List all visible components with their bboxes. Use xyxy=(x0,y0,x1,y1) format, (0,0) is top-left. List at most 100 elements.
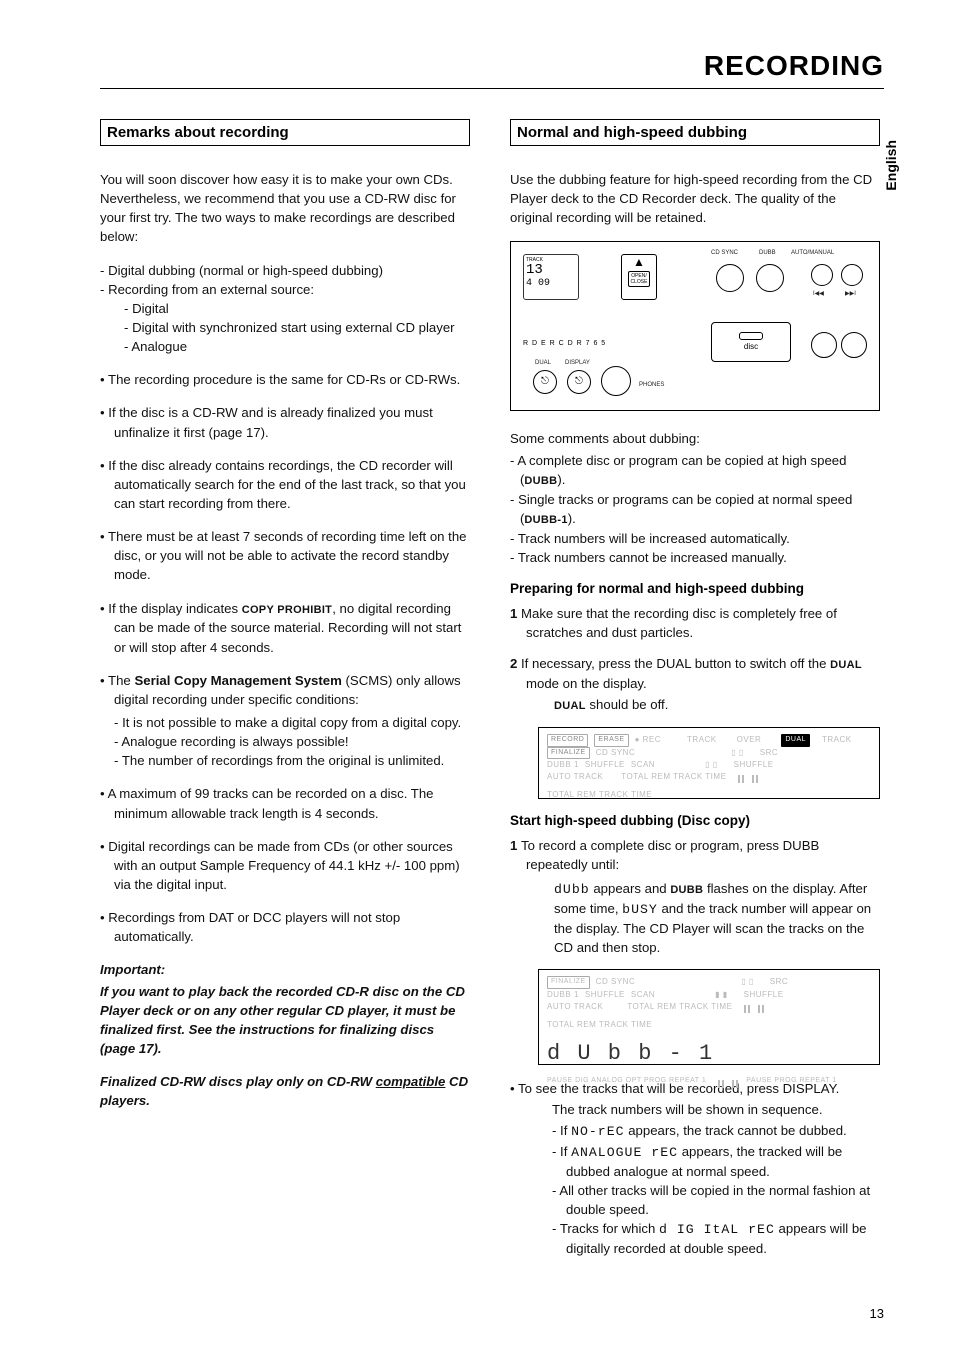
knob-display: ⎋ xyxy=(567,370,591,394)
l2-autotrack: AUTO TRACK xyxy=(547,1001,603,1013)
l1-shuffle: SHUFFLE xyxy=(585,759,625,771)
c3: Track numbers will be increased automati… xyxy=(510,529,880,548)
bul-existing: If the disc already contains recordings,… xyxy=(100,456,470,513)
lbl-prev: I◀◀ xyxy=(813,290,824,297)
scms-1: It is not possible to make a digital cop… xyxy=(114,713,470,732)
disp-seq: The track numbers will be shown in seque… xyxy=(552,1100,880,1119)
l1-totals-r: TOTAL REM TRACK TIME xyxy=(547,789,652,801)
step1-text: Make sure that the recording disc is com… xyxy=(521,606,837,640)
l2-bottom-r: PAUSE PROG REPEAT 1 xyxy=(746,1076,836,1088)
l1-track-r: TRACK xyxy=(822,734,852,747)
step2-b: mode on the display. xyxy=(526,676,647,691)
external-sublist: Digital Digital with synchronized start … xyxy=(124,299,470,356)
scms-pre: The xyxy=(108,673,134,688)
left-bullet-list: The recording procedure is the same for … xyxy=(100,370,470,946)
knob-r1 xyxy=(811,332,837,358)
start-steps: 1 To record a complete disc or program, … xyxy=(510,836,880,957)
ext-digital: Digital xyxy=(124,299,470,318)
l1-shuffle-r: SHUFFLE xyxy=(734,759,774,771)
way-digital-dubbing: Digital dubbing (normal or high-speed du… xyxy=(100,261,470,280)
bul-99tracks: A maximum of 99 tracks can be recorded o… xyxy=(100,784,470,822)
c2-post: ). xyxy=(568,511,576,526)
bul-7sec: There must be at least 7 seconds of reco… xyxy=(100,527,470,584)
step2-a: If necessary, press the DUAL button to s… xyxy=(521,656,830,671)
important-label: Important: xyxy=(100,960,470,979)
lcd-panel-2: FINALIZE CD SYNC ▯ ▯ SRC DUBB 1 SHUFFLE … xyxy=(538,969,880,1065)
device-tray-button: ▲ OPEN/CLOSE xyxy=(621,254,657,300)
bul-unfinalize: If the disc is a CD-RW and is already fi… xyxy=(100,403,470,441)
open-close-label: OPEN/CLOSE xyxy=(628,271,651,287)
step-2: 2 If necessary, press the DUAL button to… xyxy=(510,654,880,715)
s1-body: dUbb appears and DUBB flashes on the dis… xyxy=(554,879,880,958)
l1-autotrack: AUTO TRACK xyxy=(547,771,603,783)
l2-cdsync: CD SYNC xyxy=(596,976,636,989)
l2-dubb1: DUBB 1 xyxy=(547,989,579,1001)
c1-post: ). xyxy=(557,472,565,487)
knob-r2 xyxy=(841,332,867,358)
compat-line: Finalized CD-RW discs play only on CD-RW… xyxy=(100,1072,470,1110)
disp-a-text: appears, the track cannot be dubbed. xyxy=(625,1123,847,1138)
step-1: 1 Make sure that the recording disc is c… xyxy=(510,604,880,642)
bul-dat: Recordings from DAT or DCC players will … xyxy=(100,908,470,946)
page-title: RECORDING xyxy=(100,50,884,82)
c1: A complete disc or program can be copied… xyxy=(510,451,880,490)
s1-text: To record a complete disc or program, pr… xyxy=(521,838,819,872)
disp-b: - If ANALOGUE rEC appears, the tracked w… xyxy=(552,1142,880,1181)
comments-head: Some comments about dubbing: xyxy=(510,429,880,448)
knob-prev xyxy=(811,264,833,286)
disp-c: - All other tracks will be copied in the… xyxy=(552,1181,880,1219)
scms-3: The number of recordings from the origin… xyxy=(114,751,470,770)
compat-a: Finalized CD-RW discs play only on CD-RW xyxy=(100,1074,376,1089)
left-intro: You will soon discover how easy it is to… xyxy=(100,170,470,247)
knob-next xyxy=(841,264,863,286)
cp-tag: COPY PROHIBIT xyxy=(242,604,333,616)
lbl-cdsync: CD SYNC xyxy=(711,250,738,256)
bul-44khz: Digital recordings can be made from CDs … xyxy=(100,837,470,894)
l2-scan: SCAN xyxy=(631,989,655,1001)
cp-pre: If the display indicates xyxy=(108,601,241,616)
l1-dubb1: DUBB 1 xyxy=(547,759,579,771)
right-intro: Use the dubbing feature for high-speed r… xyxy=(510,170,880,227)
display-bullet: To see the tracks that will be recorded,… xyxy=(510,1079,880,1258)
l2-finalize: FINALIZE xyxy=(547,976,590,989)
l1-src: SRC xyxy=(760,747,778,760)
recording-ways-list: Digital dubbing (normal or high-speed du… xyxy=(100,261,470,357)
l1-cdsync: CD SYNC xyxy=(596,747,636,760)
lcd-panel-1: RECORD ERASE ● REC TRACK OVER DUAL TRACK… xyxy=(538,727,880,799)
start-step-1: 1 To record a complete disc or program, … xyxy=(510,836,880,957)
scms-2: Analogue recording is always possible! xyxy=(114,732,470,751)
step2c: should be off. xyxy=(586,697,669,712)
l1-dual: DUAL xyxy=(781,734,810,747)
lcd-time: 4 09 xyxy=(526,277,576,291)
step2c-tag: DUAL xyxy=(554,700,586,712)
title-rule xyxy=(100,88,884,89)
language-tab: English xyxy=(883,140,899,191)
disp-a: - If NO-rEC appears, the track cannot be… xyxy=(552,1121,880,1141)
l1-erase: ERASE xyxy=(594,734,628,747)
way-external-source: Recording from an external source: Digit… xyxy=(100,280,470,357)
s1-seg2: bUSY xyxy=(622,902,658,917)
compat-b: compatible xyxy=(376,1074,446,1089)
right-column: Normal and high-speed dubbing Use the du… xyxy=(510,119,880,1272)
c2-tag: DUBB-1 xyxy=(524,514,567,526)
device-lcd: TRACK 13 4 09 xyxy=(523,254,579,300)
prep-head: Preparing for normal and high-speed dubb… xyxy=(510,581,880,596)
l2-shuffle-r: SHUFFLE xyxy=(744,989,784,1001)
left-column: Remarks about recording You will soon di… xyxy=(100,119,470,1272)
lbl-dubb: DUBB xyxy=(759,250,776,256)
l2-big: d U b b - 1 xyxy=(547,1037,871,1070)
l2-shuffle: SHUFFLE xyxy=(585,989,625,1001)
comments-list: A complete disc or program can be copied… xyxy=(510,451,880,567)
lbl-phones: PHONES xyxy=(639,382,664,388)
l2-src: SRC xyxy=(770,976,788,989)
left-heading: Remarks about recording xyxy=(100,119,470,146)
lcd-track: 13 xyxy=(526,263,576,277)
scms-sublist: It is not possible to make a digital cop… xyxy=(114,713,470,770)
disp-d-pre: Tracks for which xyxy=(560,1221,659,1236)
l1-scan: SCAN xyxy=(631,759,655,771)
scms-tag: Serial Copy Management System xyxy=(134,673,341,688)
bul-procedure: The recording procedure is the same for … xyxy=(100,370,470,389)
l1-track-l: TRACK xyxy=(687,734,717,747)
important-body: If you want to play back the recorded CD… xyxy=(100,982,470,1059)
ext-analogue: Analogue xyxy=(124,337,470,356)
